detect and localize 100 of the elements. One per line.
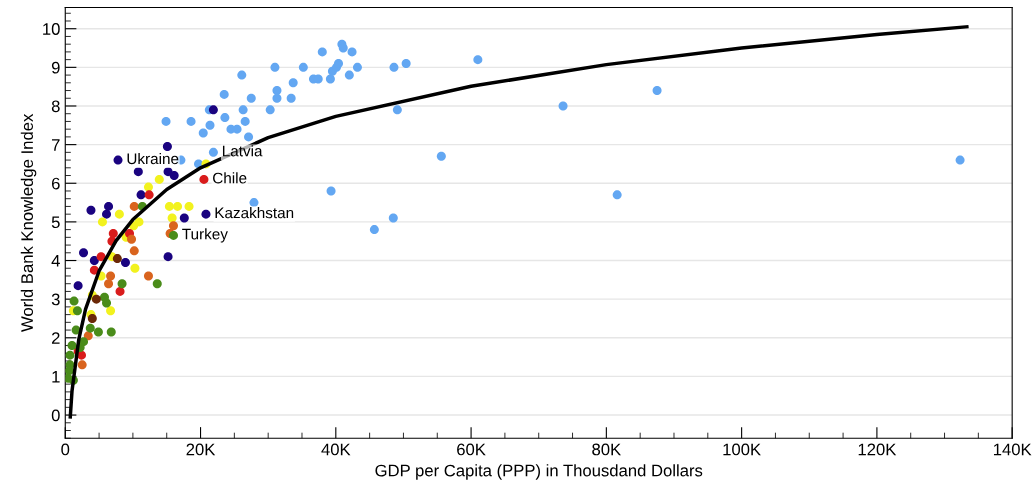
annotation: Turkey [182, 228, 228, 243]
point [168, 221, 178, 231]
x-tick-label: 140K [993, 443, 1032, 456]
point [134, 217, 144, 227]
point [85, 323, 95, 333]
point [237, 70, 247, 80]
point [89, 256, 99, 266]
y-axis-title: World Bank Knowledge Index [20, 113, 37, 332]
point [72, 306, 82, 316]
annotation: Chile [213, 172, 247, 184]
y-tick-label: 2 [51, 332, 60, 344]
point [244, 132, 254, 142]
point [298, 62, 308, 72]
point [97, 217, 107, 227]
point [113, 155, 123, 165]
point [163, 252, 173, 262]
y-tick-label: 0 [51, 409, 60, 422]
x-tick-label: 80K [592, 443, 621, 456]
x-tick-label: 20K [186, 443, 216, 456]
point [184, 201, 194, 211]
point [169, 171, 179, 181]
point [173, 201, 183, 211]
point [436, 151, 446, 161]
point [392, 105, 402, 115]
point [955, 155, 965, 165]
point [115, 286, 125, 296]
point [144, 190, 154, 200]
point [154, 174, 164, 184]
point [238, 105, 248, 115]
point [352, 62, 362, 72]
point [136, 190, 146, 200]
x-tick-label: 100K [723, 443, 761, 456]
point [77, 360, 87, 370]
y-tick-label: 8 [51, 100, 60, 113]
point [240, 116, 250, 126]
point [143, 182, 153, 192]
annotation: Latvia [222, 145, 263, 157]
point [143, 271, 153, 281]
point [127, 234, 137, 244]
point [129, 246, 139, 256]
point [91, 294, 101, 304]
point [389, 62, 399, 72]
point [208, 105, 218, 115]
point [106, 271, 116, 281]
point [130, 263, 140, 273]
x-tick-label: 120K [858, 443, 897, 456]
point [186, 116, 196, 126]
point [347, 47, 357, 57]
point [161, 116, 171, 126]
annotation: Ukraine [127, 152, 179, 165]
point [205, 120, 215, 130]
y-tick-label: 3 [51, 293, 60, 306]
point [79, 248, 89, 258]
y-tick-label: 5 [51, 216, 60, 229]
point [286, 93, 296, 103]
y-tick-label: 9 [51, 61, 60, 74]
point [612, 190, 622, 200]
point [129, 201, 139, 211]
point [164, 201, 174, 211]
point [317, 47, 327, 57]
point [114, 209, 124, 219]
x-tick-label: 60K [457, 443, 486, 456]
point [104, 201, 114, 211]
annotation: Kazakhstan [215, 207, 294, 219]
point [69, 296, 79, 306]
point [162, 142, 172, 152]
point [96, 252, 106, 262]
point [401, 58, 411, 68]
y-tick-label: 7 [51, 139, 60, 151]
point [473, 55, 483, 65]
point [106, 306, 116, 316]
line-series [68, 25, 969, 419]
point [120, 257, 130, 267]
point [219, 89, 229, 99]
point [388, 213, 398, 223]
x-tick-label: 0 [61, 443, 70, 456]
point [265, 105, 275, 115]
point [167, 213, 177, 223]
point [152, 279, 162, 289]
point [67, 341, 77, 351]
point [558, 101, 568, 111]
y-tick-label: 4 [51, 255, 60, 267]
point [246, 93, 256, 103]
point [102, 209, 112, 219]
point [108, 228, 118, 238]
point [272, 86, 282, 96]
point [344, 70, 354, 80]
point [65, 373, 73, 383]
point [102, 298, 112, 308]
point [338, 43, 348, 53]
point [86, 205, 96, 215]
point [198, 128, 208, 138]
x-axis-title: GDP per Capita (PPP) in Thousdand Dollars [375, 464, 703, 480]
y-tick-label: 1 [52, 371, 60, 383]
point [652, 86, 662, 96]
point [288, 78, 298, 88]
y-tick-label: 10 [43, 23, 60, 35]
point [334, 58, 344, 68]
point [201, 209, 211, 219]
point [65, 350, 75, 360]
